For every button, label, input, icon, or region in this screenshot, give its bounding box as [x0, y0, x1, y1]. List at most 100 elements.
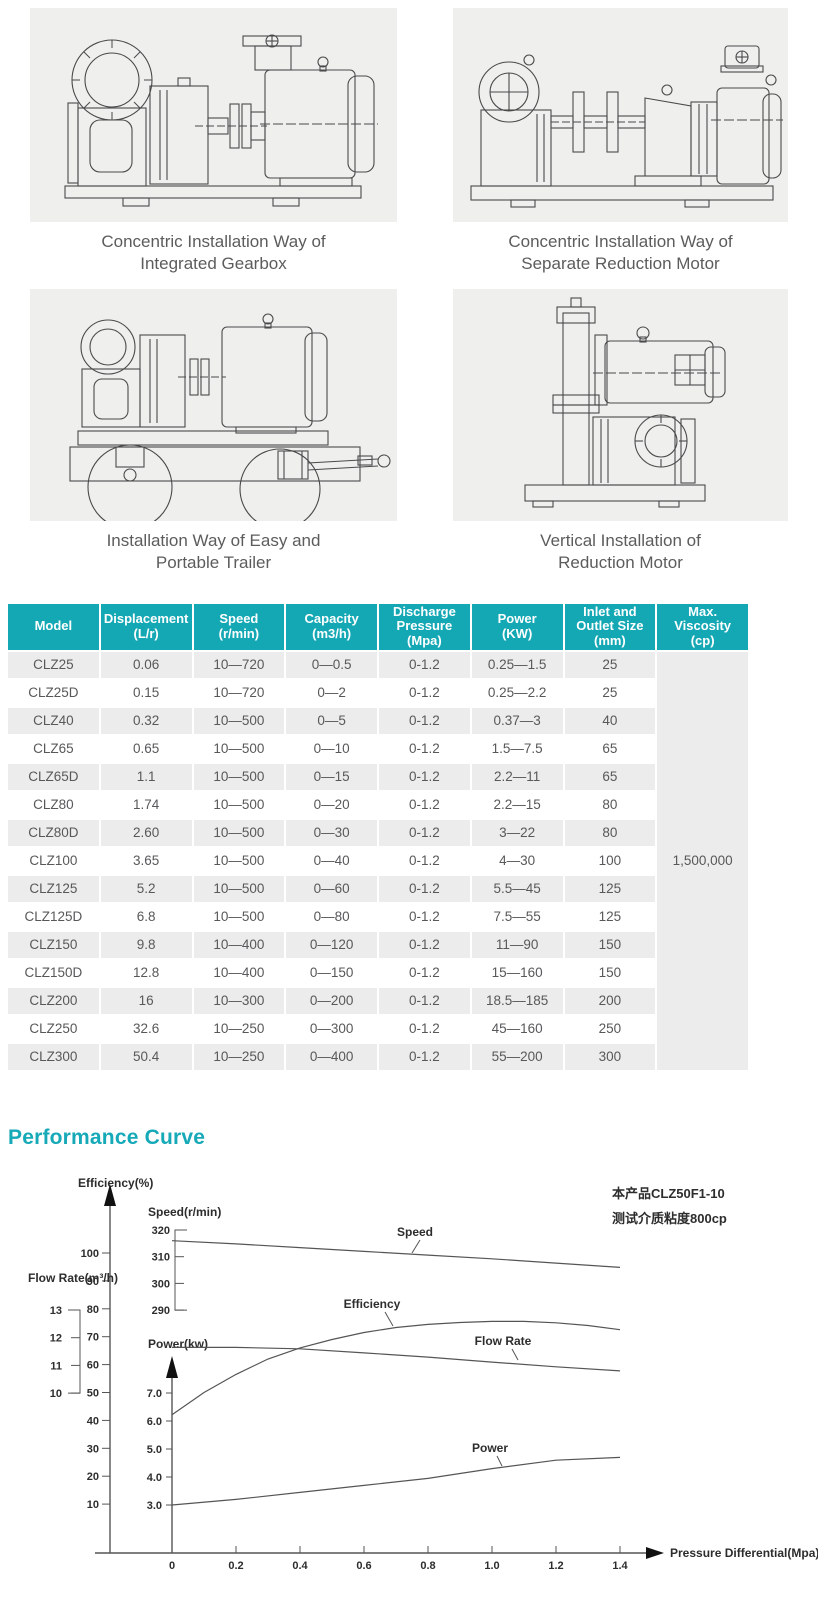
- figure-caption: Concentric Installation Way of Separate …: [508, 232, 733, 274]
- table-cell: 10—500: [193, 707, 285, 734]
- series-power: [171, 1456, 621, 1506]
- flow-axis-label: Flow Rate(m³/h): [28, 1271, 118, 1285]
- installation-figures: Concentric Installation Way of Integrate…: [0, 0, 818, 588]
- integrated-gearbox-drawing: [30, 8, 397, 222]
- pressure-tick: 0.6: [356, 1560, 371, 1572]
- table-cell: 2.2—11: [471, 763, 563, 790]
- table-row: CLZ65 0.65 10—500 0—10 0-1.2 1.5—7.5 65: [8, 735, 748, 762]
- efficiency-axis-label: Efficiency(%): [78, 1176, 153, 1190]
- table-cell: 0.65: [100, 735, 192, 762]
- figure-integrated-gearbox: Concentric Installation Way of Integrate…: [30, 8, 397, 289]
- power-tick: 7.0: [147, 1388, 162, 1400]
- figure-caption: Vertical Installation of Reduction Motor: [540, 530, 701, 573]
- column-header-3: Capacity (m3/h): [286, 603, 377, 650]
- table-cell: CLZ200: [8, 987, 99, 1014]
- table-row: CLZ100 3.65 10—500 0—40 0-1.2 4—30 100: [8, 847, 748, 874]
- table-cell: 0-1.2: [379, 903, 470, 930]
- column-header-6: Inlet and Outlet Size (mm): [564, 603, 656, 650]
- efficiency-tick: 30: [87, 1443, 99, 1455]
- table-cell: 0.25—1.5: [471, 651, 563, 678]
- pump-reducer-motor-drawing: [470, 45, 783, 208]
- table-row: CLZ150D 12.8 10—400 0—150 0-1.2 15—160 150: [8, 959, 748, 986]
- table-cell: 10—720: [193, 679, 285, 706]
- table-cell: 0—150: [286, 959, 377, 986]
- table-row: CLZ65D 1.1 10—500 0—15 0-1.2 2.2—11 65: [8, 763, 748, 790]
- pressure-tick: 1.4: [612, 1560, 628, 1572]
- table-cell: 0—15: [286, 763, 377, 790]
- efficiency-tick: 50: [87, 1387, 99, 1399]
- table-cell: 0—40: [286, 847, 377, 874]
- table-cell: 0-1.2: [379, 819, 470, 846]
- table-cell: 0-1.2: [379, 651, 470, 678]
- table-cell: CLZ65D: [8, 763, 99, 790]
- table-cell: 125: [564, 903, 656, 930]
- product-annotation: 本产品CLZ50F1-10: [612, 1186, 725, 1201]
- table-cell: 3—22: [471, 819, 563, 846]
- table-cell: 9.8: [100, 931, 192, 958]
- max-viscosity-cell: 1,500,000: [657, 651, 748, 1070]
- table-cell: 6.8: [100, 903, 192, 930]
- table-cell: 16: [100, 987, 192, 1014]
- efficiency-tick: 80: [87, 1304, 99, 1316]
- table-cell: 0—0.5: [286, 651, 377, 678]
- table-cell: 18.5—185: [471, 987, 563, 1014]
- table-cell: 10—500: [193, 735, 285, 762]
- table-cell: CLZ80D: [8, 819, 99, 846]
- table-cell: 5.5—45: [471, 875, 563, 902]
- table-cell: 0—20: [286, 791, 377, 818]
- table-cell: 10—500: [193, 791, 285, 818]
- spec-table-header-row: Model Displacement (L/r) Speed (r/min) Capa…: [8, 603, 748, 650]
- table-cell: CLZ25: [8, 651, 99, 678]
- table-row: CLZ40 0.32 10—500 0—5 0-1.2 0.37—3 40: [8, 707, 748, 734]
- table-cell: 0.37—3: [471, 707, 563, 734]
- table-row: CLZ150 9.8 10—400 0—120 0-1.2 11—90 150: [8, 931, 748, 958]
- table-cell: 80: [564, 819, 656, 846]
- table-cell: 10—250: [193, 1043, 285, 1070]
- table-cell: 150: [564, 931, 656, 958]
- pressure-tick: 0: [169, 1560, 175, 1572]
- table-cell: 0-1.2: [379, 1043, 470, 1070]
- table-row: CLZ25 0.06 10—720 0—0.5 0-1.2 0.25—1.5 25 1,500…: [8, 651, 748, 1070]
- flow-tick: 10: [50, 1388, 62, 1400]
- table-cell: 2.60: [100, 819, 192, 846]
- efficiency-tick: 100: [81, 1248, 99, 1260]
- portable-trailer-drawing: [30, 288, 397, 521]
- table-cell: 0—120: [286, 931, 377, 958]
- series-flow-rate: [172, 1346, 621, 1372]
- series-label: Speed: [397, 1225, 433, 1239]
- power-tick: 5.0: [147, 1444, 162, 1456]
- table-cell: CLZ250: [8, 1015, 99, 1042]
- pressure-tick: 1.2: [548, 1560, 563, 1572]
- table-row: CLZ80D 2.60 10—500 0—30 0-1.2 3—22 80: [8, 819, 748, 846]
- table-cell: 250: [564, 1015, 656, 1042]
- table-cell: 0-1.2: [379, 931, 470, 958]
- power-tick: 6.0: [147, 1416, 162, 1428]
- pressure-tick: 0.8: [420, 1560, 435, 1572]
- series-label: Flow Rate: [475, 1334, 532, 1348]
- table-cell: CLZ40: [8, 707, 99, 734]
- table-row: CLZ300 50.4 10—250 0—400 0-1.2 55—200 300: [8, 1043, 748, 1070]
- table-cell: 0-1.2: [379, 763, 470, 790]
- series-label: Power: [472, 1441, 508, 1455]
- spec-table: Model Displacement (L/r) Speed (r/min) Capa…: [6, 602, 750, 1072]
- pressure-axis-label: Pressure Differential(Mpa): [670, 1546, 818, 1560]
- table-cell: 65: [564, 735, 656, 762]
- pressure-tick: 1.0: [484, 1560, 499, 1572]
- table-cell: 0-1.2: [379, 959, 470, 986]
- table-cell: 5.2: [100, 875, 192, 902]
- table-cell: 12.8: [100, 959, 192, 986]
- table-cell: 2.2—15: [471, 791, 563, 818]
- figure-separate-reduction-motor: Concentric Installation Way of Separate …: [453, 8, 788, 289]
- table-cell: 200: [564, 987, 656, 1014]
- table-cell: 0.06: [100, 651, 192, 678]
- speed-axis-label: Speed(r/min): [148, 1205, 221, 1219]
- vertical-installation-drawing: [453, 288, 788, 521]
- trailer-pump-drawing: [69, 313, 391, 521]
- table-cell: 125: [564, 875, 656, 902]
- series-label: Efficiency: [344, 1297, 401, 1311]
- table-cell: 0-1.2: [379, 735, 470, 762]
- performance-curve-title: Performance Curve: [8, 1125, 206, 1149]
- figure-portable-trailer: Installation Way of Easy and Portable Tr…: [30, 288, 397, 588]
- table-cell: CLZ125D: [8, 903, 99, 930]
